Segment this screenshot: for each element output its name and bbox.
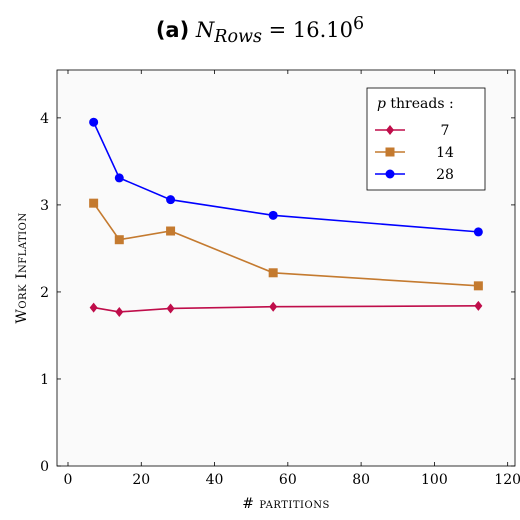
- data-point-7: [166, 303, 175, 314]
- legend-title: p threads :: [377, 96, 454, 112]
- y-tick-label: 4: [40, 111, 49, 127]
- y-tick-label: 2: [40, 285, 49, 301]
- legend-label-14: 14: [436, 145, 454, 161]
- data-point-7: [115, 306, 124, 317]
- legend-marker-7: [386, 125, 394, 135]
- data-point-28: [89, 117, 99, 127]
- data-point-14: [166, 226, 176, 236]
- legend-marker-14: [385, 147, 395, 157]
- y-tick-label: 1: [40, 372, 49, 388]
- data-point-14: [89, 198, 99, 208]
- title-variable: N: [195, 18, 215, 42]
- data-point-7: [269, 301, 278, 312]
- title-equals: = 16.10: [261, 18, 354, 42]
- data-point-7: [89, 302, 98, 313]
- y-axis-label: Work Inflation: [14, 212, 30, 323]
- legend-marker-28: [385, 169, 395, 179]
- data-point-28: [268, 210, 278, 220]
- data-point-28: [473, 227, 483, 237]
- x-tick-label: 60: [279, 472, 297, 488]
- y-tick-label: 0: [40, 459, 49, 475]
- data-point-14: [268, 268, 278, 278]
- x-tick-label: 80: [352, 472, 370, 488]
- data-point-28: [114, 173, 124, 183]
- title-exponent: 6: [353, 14, 365, 34]
- figure-label: (a): [155, 18, 190, 42]
- x-axis-label: # partitions: [242, 496, 330, 512]
- data-point-28: [166, 195, 176, 205]
- x-tick-label: 20: [132, 472, 150, 488]
- legend-label-7: 7: [441, 123, 450, 139]
- x-tick-label: 120: [494, 472, 520, 488]
- x-tick-label: 0: [64, 472, 73, 488]
- y-tick-label: 3: [40, 198, 49, 214]
- legend-label-28: 28: [436, 167, 454, 183]
- data-point-14: [114, 235, 124, 245]
- x-tick-label: 100: [421, 472, 448, 488]
- data-point-14: [473, 281, 483, 291]
- data-point-7: [474, 300, 483, 311]
- title-subscript: Rows: [214, 27, 262, 48]
- x-tick-label: 40: [206, 472, 224, 488]
- chart-title: (a) NRows = 16.106: [0, 14, 520, 47]
